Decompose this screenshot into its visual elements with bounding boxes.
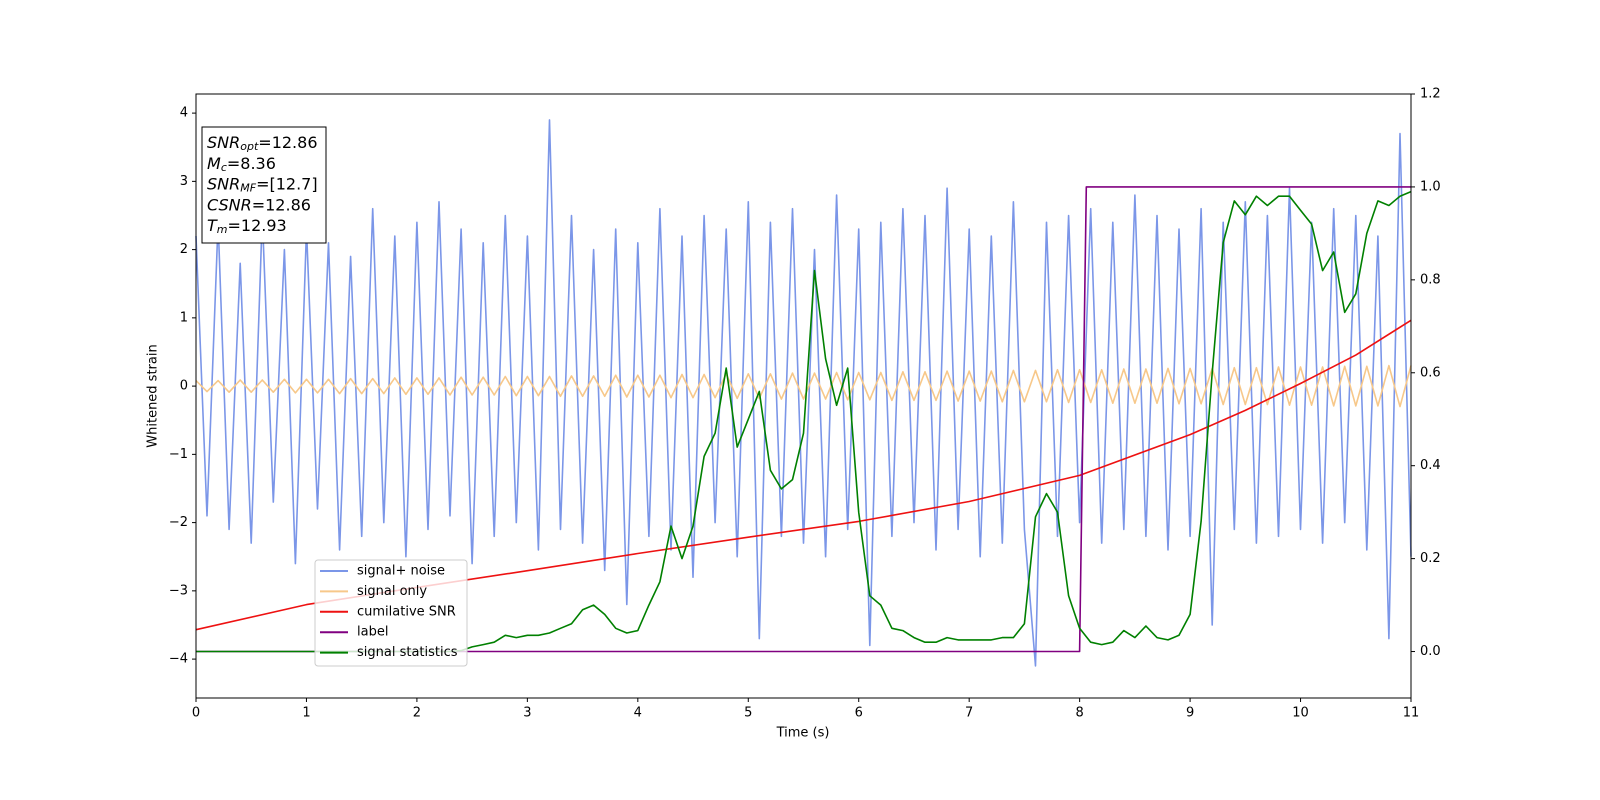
legend-label: signal only xyxy=(357,584,427,599)
x-tick-label: 4 xyxy=(634,706,642,721)
x-tick-label: 3 xyxy=(523,706,531,721)
annotation-main: SNR xyxy=(207,133,240,152)
y2-tick-label: 1.2 xyxy=(1420,87,1441,102)
x-tick-label: 9 xyxy=(1186,706,1194,721)
y2-tick-label: 1.0 xyxy=(1420,179,1441,194)
y-tick-label: −4 xyxy=(169,652,188,667)
annotation-main: CSNR xyxy=(207,195,252,214)
x-tick-label: 8 xyxy=(1075,706,1083,721)
y-tick-label: −3 xyxy=(169,583,188,598)
plot-frame xyxy=(195,93,1412,699)
y2-tick-label: 0.8 xyxy=(1420,272,1441,287)
x-tick-label: 7 xyxy=(965,706,973,721)
annotation-rest: =12.86 xyxy=(252,195,311,214)
legend-label: signal statistics xyxy=(357,645,458,660)
y-tick-label: 3 xyxy=(180,174,188,189)
y2-tick-label: 0.4 xyxy=(1420,458,1441,473)
annotation-sub: c xyxy=(221,161,227,174)
legend-label: signal+ noise xyxy=(357,564,445,579)
x-tick-label: 1 xyxy=(302,706,310,721)
annotation: SNRopt=12.86 xyxy=(207,133,318,154)
annotation-sub: m xyxy=(217,223,228,236)
annotation-rest: =[12.7] xyxy=(256,174,318,193)
legend-box xyxy=(314,559,468,667)
x-tick-label: 6 xyxy=(855,706,863,721)
annotation-main: SNR xyxy=(207,174,240,193)
x-tick-label: 0 xyxy=(192,706,200,721)
annotation-rest: =8.36 xyxy=(227,153,276,172)
annotation: Tm=12.93 xyxy=(207,216,287,237)
y-tick-label: 4 xyxy=(180,106,188,121)
x-tick-label: 2 xyxy=(413,706,421,721)
legend-label: cumilative SNR xyxy=(357,604,456,619)
x-axis-label: Time (s) xyxy=(776,726,830,741)
annotation-box xyxy=(201,126,327,244)
series-line xyxy=(195,364,1412,408)
annotation-sub: MF xyxy=(240,182,256,195)
y-tick-label: 1 xyxy=(180,310,188,325)
annotation-rest: =12.86 xyxy=(258,133,317,152)
series-line xyxy=(195,119,1412,667)
y-tick-label: −2 xyxy=(169,515,188,530)
x-tick-label: 10 xyxy=(1292,706,1309,721)
annotation: CSNR=12.86 xyxy=(207,195,311,214)
legend-label: label xyxy=(357,625,388,640)
annotation-rest: =12.93 xyxy=(228,216,287,235)
annotation-main: M xyxy=(207,153,221,172)
annotation-main: T xyxy=(207,216,218,235)
y-tick-label: 2 xyxy=(180,242,188,257)
annotation: Mc=8.36 xyxy=(207,153,276,174)
y-axis-label: Whitened strain xyxy=(146,344,161,447)
annotation-sub: opt xyxy=(240,140,259,153)
x-tick-label: 5 xyxy=(744,706,752,721)
y-tick-label: −1 xyxy=(169,447,188,462)
series-line xyxy=(196,186,1411,653)
y2-tick-label: 0.6 xyxy=(1420,365,1441,380)
x-tick-label: 11 xyxy=(1403,706,1420,721)
annotation: SNRMF=[12.7] xyxy=(207,174,318,195)
y2-tick-label: 0.0 xyxy=(1420,644,1441,659)
y-tick-label: 0 xyxy=(180,379,188,394)
y2-tick-label: 0.2 xyxy=(1420,551,1441,566)
